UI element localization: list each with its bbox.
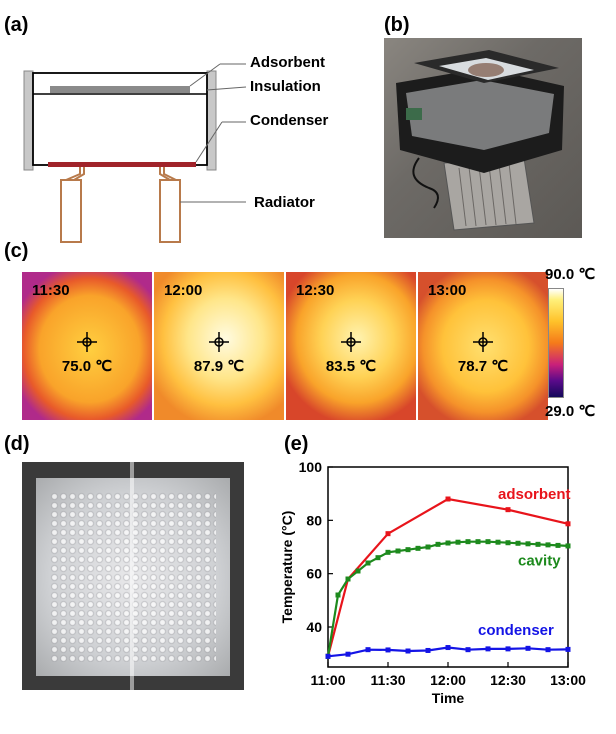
data-point-adsorbent	[505, 507, 511, 513]
data-point-cavity	[565, 543, 571, 549]
thermal-time: 13:00	[428, 282, 467, 299]
data-point-cavity	[425, 544, 431, 550]
data-point-cavity	[335, 592, 341, 598]
thermal-temp: 75.0 ℃	[61, 358, 113, 375]
data-point-cavity	[475, 539, 481, 545]
series-label-adsorbent: adsorbent	[498, 486, 571, 503]
radiator-fin-right	[159, 179, 181, 243]
data-point-cavity	[495, 539, 501, 545]
thermal-temp: 83.5 ℃	[325, 358, 377, 375]
data-point-cavity	[545, 542, 551, 548]
data-point-cavity	[365, 560, 371, 566]
data-point-cavity	[465, 539, 471, 545]
label-radiator: Radiator	[254, 194, 315, 211]
data-point-adsorbent	[385, 531, 391, 537]
x-tick-label: 11:00	[310, 672, 345, 688]
data-point-condenser	[345, 651, 351, 657]
colorbar	[548, 288, 564, 398]
data-point-condenser	[365, 647, 371, 653]
crosshair-icon	[77, 332, 97, 352]
data-point-adsorbent	[445, 496, 451, 502]
right-insulation-wall	[206, 70, 217, 171]
data-point-cavity	[555, 542, 561, 548]
crosshair-icon	[473, 332, 493, 352]
radiator-pipe-right	[159, 167, 171, 181]
series-label-cavity: cavity	[518, 553, 561, 570]
thermal-image-1200: 12:00 87.9 ℃	[154, 272, 284, 420]
adsorbent-layer	[50, 86, 190, 93]
data-point-cavity	[435, 541, 441, 547]
condenser-plate	[48, 162, 196, 167]
thermal-temp: 78.7 ℃	[457, 358, 509, 375]
colorbar-max-label: 90.0 ℃	[545, 266, 596, 283]
panel-label-a: (a)	[4, 14, 29, 36]
thermal-image-1230: 12:30 83.5 ℃	[286, 272, 416, 420]
y-tick-label: 80	[306, 512, 322, 528]
data-point-cavity	[375, 555, 381, 561]
data-point-condenser	[565, 646, 571, 652]
data-point-cavity	[355, 568, 361, 574]
thermal-time: 11:30	[32, 282, 70, 299]
label-insulation: Insulation	[250, 78, 321, 95]
panel-label-c: (c)	[4, 240, 29, 262]
x-tick-label: 12:30	[490, 672, 526, 688]
data-point-cavity	[415, 545, 421, 551]
data-point-condenser	[445, 645, 451, 651]
series-group: adsorbent cavity condenser	[325, 486, 571, 659]
data-point-cavity	[505, 540, 511, 546]
data-point-condenser	[405, 648, 411, 654]
y-axis-label: Temperature (°C)	[279, 511, 295, 624]
x-tick-label: 12:00	[430, 672, 466, 688]
radiator-pipe-left	[65, 167, 81, 181]
data-point-cavity	[445, 540, 451, 546]
data-point-cavity	[455, 539, 461, 545]
data-point-cavity	[405, 547, 411, 553]
y-tick-label: 40	[306, 619, 322, 635]
data-point-cavity	[535, 541, 541, 547]
x-axis: 11:00 11:30 12:00 12:30 13:00	[310, 662, 586, 688]
crosshair-icon	[209, 332, 229, 352]
device-schematic	[23, 63, 247, 243]
x-tick-label: 11:30	[370, 672, 405, 688]
label-adsorbent: Adsorbent	[250, 54, 325, 71]
data-point-condenser	[525, 645, 531, 651]
data-point-condenser	[545, 647, 551, 653]
panel-label-b: (b)	[384, 14, 410, 36]
data-point-condenser	[325, 653, 331, 659]
device-photo	[384, 38, 582, 238]
data-point-cavity	[525, 541, 531, 547]
thermal-time: 12:30	[296, 282, 335, 299]
data-point-cavity	[345, 576, 351, 582]
x-axis-label: Time	[432, 690, 465, 706]
data-point-cavity	[515, 540, 521, 546]
crosshair-icon	[341, 332, 361, 352]
data-point-condenser	[505, 646, 511, 652]
x-tick-label: 13:00	[550, 672, 586, 688]
temperature-chart: 40 60 80 100 11:00 11:30 12:00 12:30 13:00 adso…	[279, 459, 586, 706]
y-tick-label: 100	[299, 459, 323, 475]
thermal-temp: 87.9 ℃	[193, 358, 245, 375]
series-line-adsorbent	[326, 497, 569, 657]
data-point-adsorbent	[565, 521, 571, 527]
label-condenser: Condenser	[250, 112, 329, 129]
data-point-cavity	[485, 539, 491, 545]
data-point-cavity	[395, 548, 401, 554]
thermal-image-1130: 11:30 75.0 ℃	[22, 272, 152, 420]
left-insulation-wall	[23, 70, 34, 171]
data-point-condenser	[425, 647, 431, 653]
colorbar-min-label: 29.0 ℃	[545, 403, 596, 420]
thermal-image-1300: 13:00 78.7 ℃	[418, 272, 548, 420]
series-label-condenser: condenser	[478, 622, 554, 639]
y-tick-label: 60	[306, 566, 322, 582]
data-point-condenser	[485, 646, 491, 652]
thermal-time: 12:00	[164, 282, 203, 299]
data-point-cavity	[385, 549, 391, 555]
condensation-photo	[22, 462, 244, 690]
radiator-fin-left	[60, 179, 82, 243]
data-point-condenser	[465, 647, 471, 653]
data-point-condenser	[385, 647, 391, 653]
panel-label-e: (e)	[284, 433, 309, 455]
panel-label-d: (d)	[4, 433, 30, 455]
y-axis: 40 60 80 100	[299, 459, 333, 635]
